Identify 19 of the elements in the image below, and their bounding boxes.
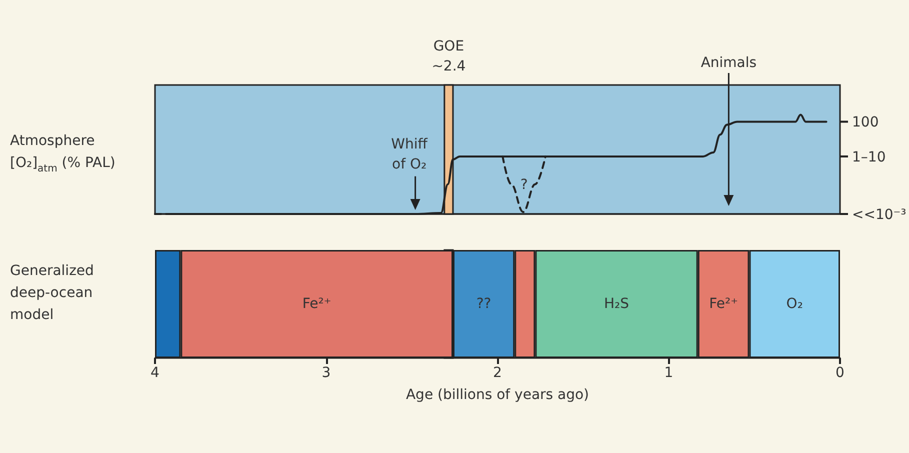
series-label: ?? bbox=[476, 296, 492, 312]
annotation: Animals bbox=[700, 55, 757, 71]
x-tick-label: 2 bbox=[493, 365, 502, 381]
series-label: Fe²⁺ bbox=[709, 296, 738, 312]
text: <<10⁻³ bbox=[852, 207, 906, 223]
x-tick-label: 1 bbox=[664, 365, 674, 381]
series-label: O₂ bbox=[786, 296, 803, 312]
band-label: GOE ~2.4 bbox=[432, 38, 466, 74]
annotation: Whiff of O₂ bbox=[391, 136, 428, 172]
text: 100 bbox=[852, 114, 879, 131]
series-label: Fe²⁺ bbox=[302, 296, 332, 312]
annotation: ? bbox=[520, 177, 528, 194]
x-tick-label: 3 bbox=[322, 365, 331, 381]
series-label: H₂S bbox=[604, 296, 630, 312]
y-axis-title: Generalized deep-ocean model bbox=[10, 263, 94, 323]
x-tick-label: 4 bbox=[150, 365, 160, 381]
x-axis-title: Age (billions of years ago) bbox=[406, 387, 590, 403]
text: 1–10 bbox=[852, 149, 886, 166]
x-tick-label: 0 bbox=[836, 365, 844, 381]
